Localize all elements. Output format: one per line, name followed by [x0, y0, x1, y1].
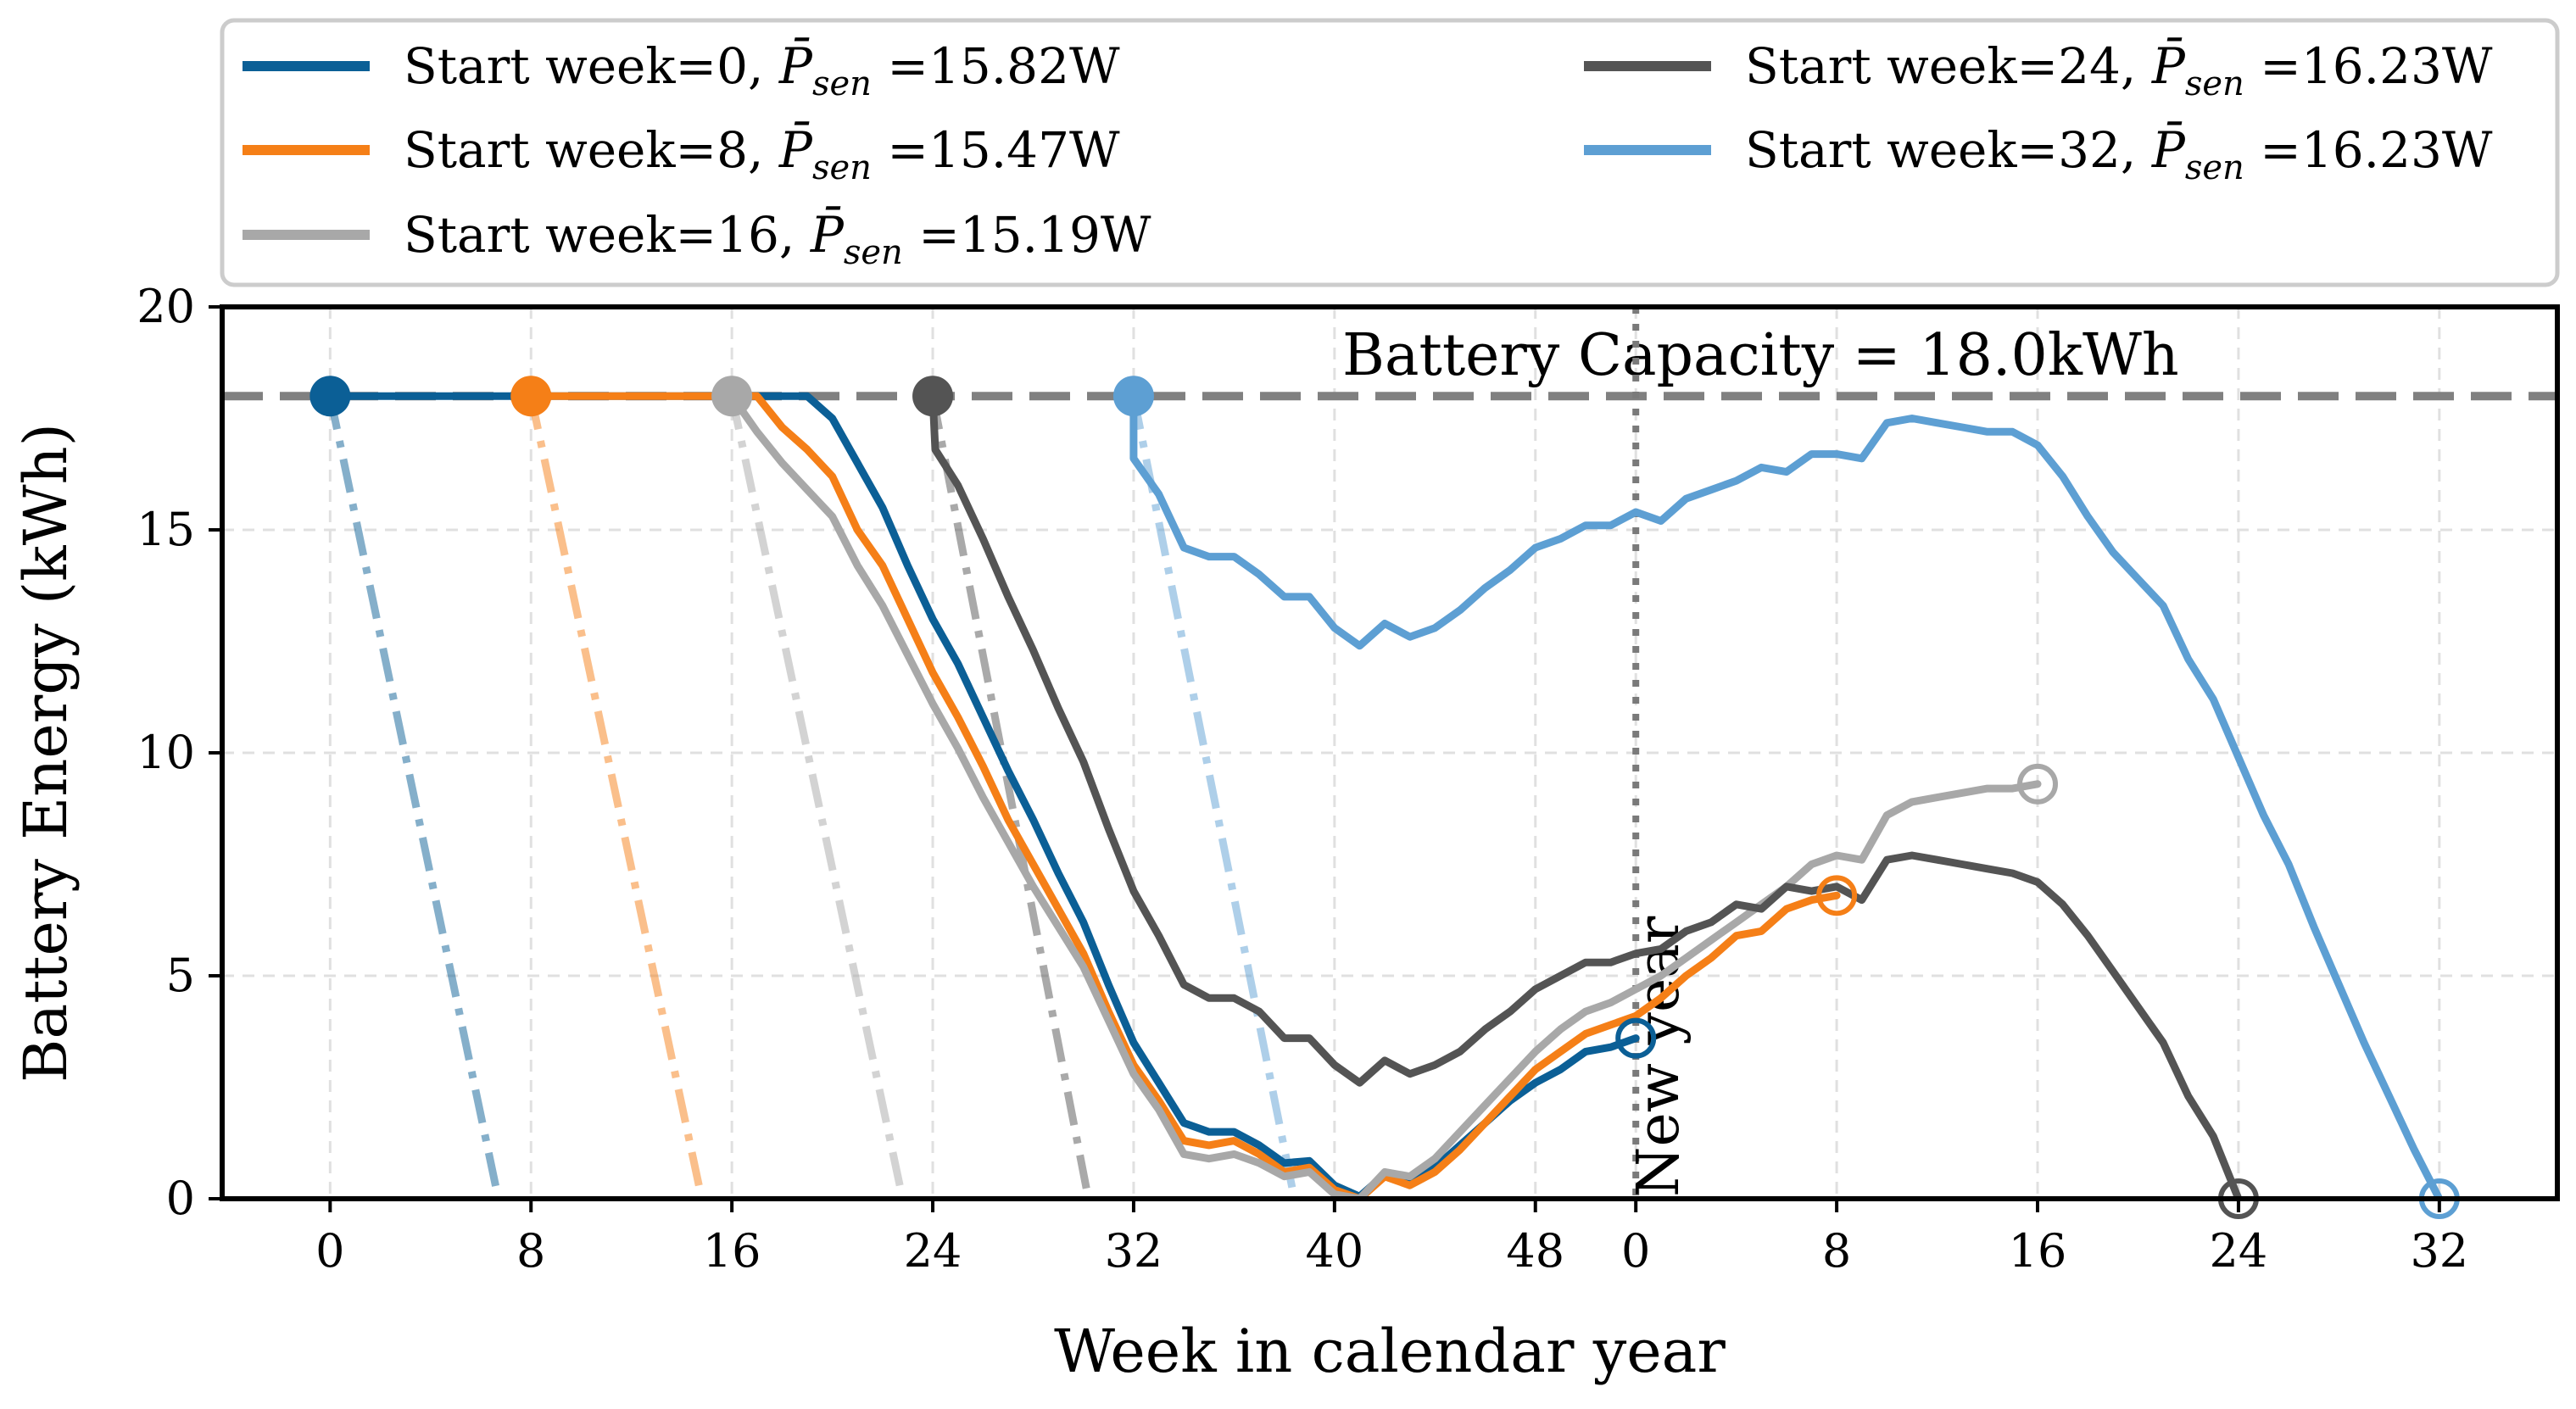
series-line	[1129, 392, 2444, 1199]
marker-layer	[309, 376, 2460, 1219]
y-tick-label: 15	[137, 503, 195, 556]
legend-label: Start week=8, P̄sen =15.47W	[404, 120, 1120, 187]
y-tick-label: 0	[166, 1172, 195, 1225]
legend-box	[220, 18, 2560, 287]
x-axis-title: Week in calendar year	[1054, 1317, 1726, 1386]
x-tick-label: 8	[1822, 1224, 1851, 1278]
drain-line	[1129, 395, 1298, 1199]
x-axis-ticks: 0 8 16 24 32 40 48 0 8 16 24 32	[315, 1199, 2468, 1278]
legend-psen-symbol: P̄	[2151, 36, 2186, 95]
x-tick-label: 8	[516, 1224, 545, 1278]
legend-psen-symbol: P̄	[2151, 120, 2186, 179]
start-marker	[510, 376, 552, 417]
start-marker	[1112, 376, 1154, 417]
start-marker	[912, 376, 954, 417]
x-tick-label: 0	[315, 1224, 344, 1278]
legend-series-name: Start week=32,	[1745, 121, 2152, 179]
legend-label: Start week=16, P̄sen =15.19W	[404, 205, 1151, 272]
legend-label: Start week=24, P̄sen =16.23W	[1745, 36, 2493, 103]
legend-psen-subscript: sen	[844, 233, 903, 272]
legend-series-name: Start week=24,	[1745, 37, 2152, 95]
series-line	[728, 392, 2042, 1199]
y-axis-title: Battery Energy (kWh)	[11, 423, 81, 1083]
drain-line	[326, 395, 503, 1199]
legend-psen-subscript: sen	[2185, 64, 2244, 103]
legend-psen-value: =15.82W	[872, 37, 1120, 95]
y-tick-label: 20	[137, 280, 195, 333]
legend-psen-symbol: P̄	[778, 120, 813, 179]
drain-line	[728, 395, 906, 1199]
series-line	[527, 392, 1841, 1199]
series-layer	[326, 392, 2444, 1199]
x-tick-label: 24	[2210, 1224, 2268, 1278]
legend-psen-value: =16.23W	[2244, 37, 2493, 95]
drain-line	[527, 395, 706, 1199]
start-marker	[711, 376, 753, 417]
x-tick-label: 32	[1105, 1224, 1163, 1278]
y-tick-label: 10	[137, 726, 195, 779]
legend-psen-subscript: sen	[812, 148, 872, 187]
legend-psen-symbol: P̄	[778, 36, 813, 95]
drain-line	[928, 395, 1093, 1199]
legend-series-name: Start week=16,	[404, 206, 811, 264]
legend-psen-value: =15.19W	[903, 206, 1151, 264]
legend-label: Start week=0, P̄sen =15.82W	[404, 36, 1120, 103]
legend-psen-symbol: P̄	[810, 205, 845, 264]
y-axis-ticks: 0 5 10 15 20	[137, 280, 222, 1225]
x-tick-label: 0	[1621, 1224, 1650, 1278]
capacity-label: Battery Capacity = 18.0kWh	[1342, 322, 2179, 389]
legend-psen-subscript: sen	[812, 64, 872, 103]
legend-series-name: Start week=0,	[404, 37, 779, 95]
end-marker	[1615, 1017, 1657, 1059]
y-tick-label: 5	[166, 949, 195, 1002]
end-marker	[2017, 763, 2059, 805]
end-marker	[1816, 875, 1858, 916]
series-line	[928, 392, 2243, 1199]
x-tick-label: 16	[703, 1224, 761, 1278]
legend-label: Start week=32, P̄sen =16.23W	[1745, 120, 2493, 187]
x-tick-label: 40	[1305, 1224, 1363, 1278]
x-tick-label: 32	[2410, 1224, 2468, 1278]
x-tick-label: 24	[904, 1224, 962, 1278]
legend-psen-value: =15.47W	[872, 121, 1120, 179]
legend-psen-value: =16.23W	[2244, 121, 2493, 179]
x-tick-label: 16	[2009, 1224, 2067, 1278]
x-tick-label: 48	[1506, 1224, 1564, 1278]
start-marker	[309, 376, 351, 417]
legend-psen-subscript: sen	[2185, 148, 2244, 187]
legend-series-name: Start week=8,	[404, 121, 779, 179]
